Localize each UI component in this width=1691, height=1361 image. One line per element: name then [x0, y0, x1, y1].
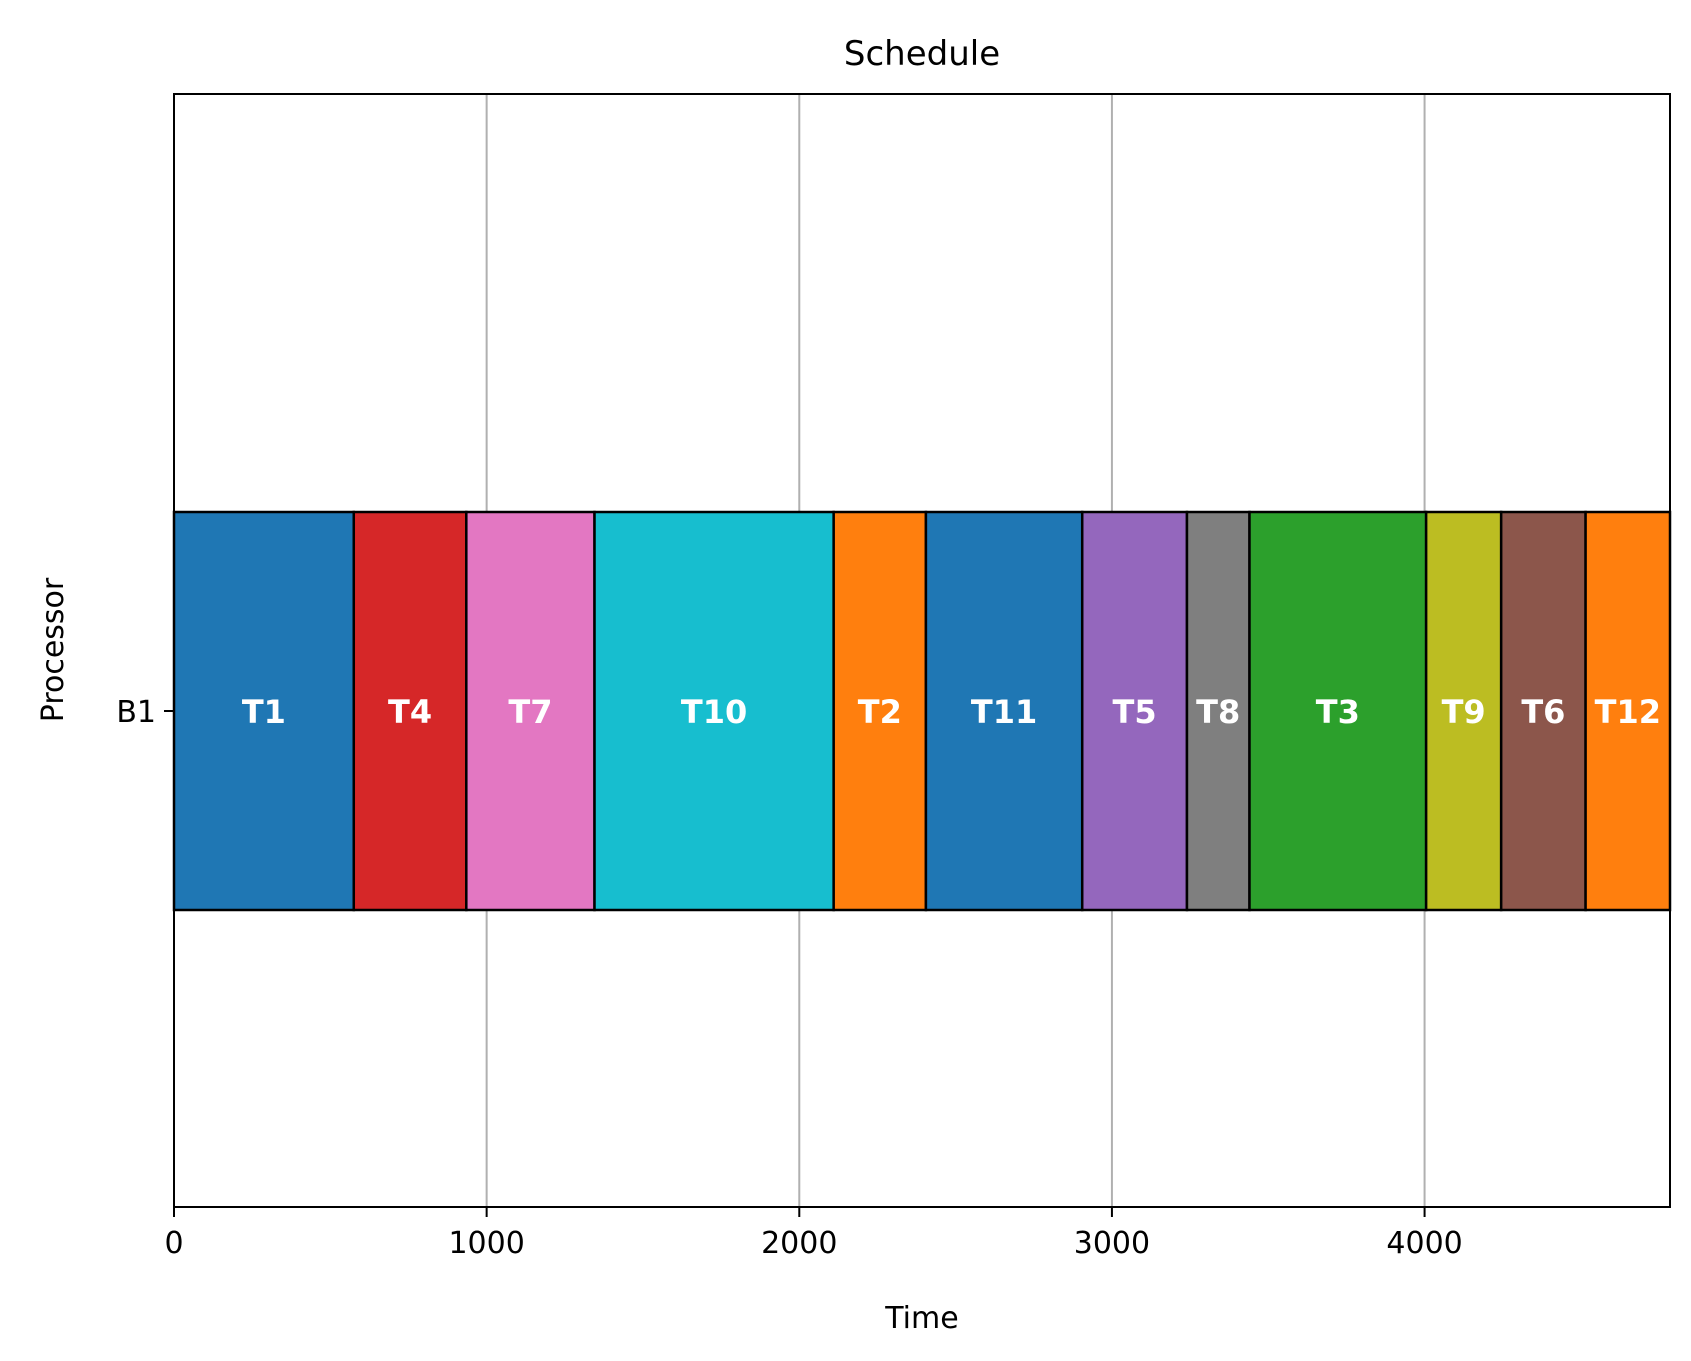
x-tick-label-1: 1000	[448, 1226, 524, 1261]
task-label-t3: T3	[1316, 693, 1360, 731]
x-axis-label: Time	[884, 1301, 958, 1336]
task-bar-t10	[593, 510, 835, 912]
task-bar-t4	[352, 510, 468, 912]
task-label-t12: T12	[1595, 693, 1661, 731]
task-bar-t7	[465, 510, 596, 912]
task-labels: T1 T4 T7 T10 T2 T11 T5 T8 T3 T9 T6 T12	[242, 693, 1661, 731]
task-label-t4: T4	[388, 693, 432, 731]
task-bar-t6	[1499, 510, 1587, 912]
task-bar-t3	[1248, 510, 1428, 912]
task-label-t9: T9	[1442, 693, 1486, 731]
y-tick-label-0: B1	[116, 695, 156, 730]
task-bar-t9	[1424, 510, 1503, 912]
y-axis-ticks: B1	[116, 695, 174, 730]
task-label-t2: T2	[858, 693, 902, 731]
task-label-t7: T7	[508, 693, 552, 731]
x-tick-label-0: 0	[164, 1226, 183, 1261]
task-label-t6: T6	[1521, 693, 1565, 731]
plot-frame	[173, 93, 1671, 1208]
task-label-t11: T11	[971, 693, 1037, 731]
task-bars	[172, 510, 1672, 912]
task-label-t8: T8	[1196, 693, 1240, 731]
task-bar-t11	[924, 510, 1084, 912]
y-axis-label: Processor	[36, 577, 71, 722]
task-bar-t2	[832, 510, 928, 912]
task-label-t10: T10	[681, 693, 747, 731]
chart-title: Schedule	[844, 34, 1000, 74]
x-tick-label-2: 2000	[761, 1226, 837, 1261]
x-tick-label-3: 3000	[1074, 1226, 1150, 1261]
task-bar-t12	[1584, 510, 1672, 912]
task-bar-t1	[172, 510, 356, 912]
task-label-t5: T5	[1113, 693, 1157, 731]
x-tick-label-4: 4000	[1386, 1226, 1462, 1261]
x-axis-ticks: 0 1000 2000 3000 4000	[164, 1207, 1463, 1261]
task-label-t1: T1	[242, 693, 286, 731]
